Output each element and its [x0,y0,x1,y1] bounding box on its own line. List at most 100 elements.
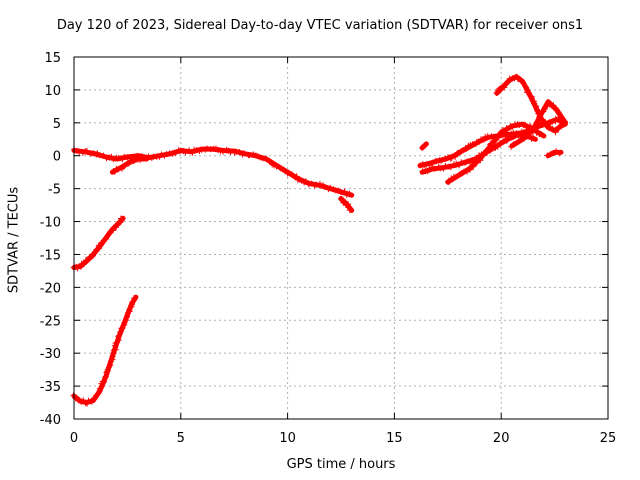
data-point [266,157,273,164]
data-point [90,252,97,259]
data-point [277,165,284,172]
chart-title: Day 120 of 2023, Sidereal Day-to-day VTE… [56,18,584,33]
data-point [343,191,350,198]
series-arc-day-main [71,145,355,198]
y-axis-label: SDTVAR / TECUs [6,186,22,294]
data-point [525,89,532,96]
data-point [74,265,81,272]
data-point [103,155,110,162]
data-point [98,240,105,247]
data-point [346,190,353,197]
data-point [458,159,465,166]
data-point [204,145,211,152]
data-point [553,148,560,155]
data-point [512,140,519,147]
y-tick-label: -25 [40,314,61,329]
ticks: 0 5 10 15 20 25 15 10 5 0 -5 -10 -15 -20 -25 -30 -35 -40 [40,51,617,446]
data-point [513,73,520,80]
data-point [448,154,455,161]
data-point [487,141,494,148]
plot-frame [73,56,609,420]
data-point [486,145,493,151]
data-point [284,170,291,177]
data-point [447,164,454,171]
data-point [172,150,179,157]
data-point [477,155,484,162]
data-point [523,84,530,91]
data-point [112,340,119,347]
data-point [448,175,455,182]
data-point [317,180,323,187]
data-point [419,161,426,168]
series-arc-evening-lower [338,196,355,214]
data-point [534,108,541,114]
data-point [501,84,508,91]
data-point [93,392,100,399]
data-point [549,118,556,125]
data-point [494,143,501,150]
data-point [302,178,309,185]
data-point [220,148,226,155]
series-arc-evening-3 [445,121,547,185]
data-point [519,78,526,85]
data-point [523,134,530,140]
y-tick-label: 15 [44,51,61,66]
data-point [186,147,193,154]
data-point [78,263,84,270]
x-tick-label: 5 [177,431,185,446]
data-point [442,155,448,162]
data-point [163,151,170,158]
data-point [561,118,568,125]
y-tick-label: -30 [40,347,61,362]
data-point [189,149,196,156]
data-point [119,325,126,332]
data-point [346,207,353,214]
data-point [550,102,557,109]
data-point [273,163,280,170]
data-point [558,122,564,128]
data-point [111,342,118,349]
data-point [182,149,189,156]
data-point [101,379,108,385]
data-point [503,125,510,132]
data-point [250,151,257,158]
data-point [276,164,283,171]
data-point [175,147,182,154]
y-tick-label: -15 [40,248,61,263]
data-point [544,152,551,159]
data-point [520,80,527,87]
grid [74,57,608,419]
data-point [532,123,539,130]
data-point [305,181,312,188]
data-point [246,152,253,159]
data-point [555,125,562,132]
data-point [533,103,540,110]
x-tick-label: 20 [493,431,510,446]
data-point [500,138,507,145]
data-point [345,204,352,211]
series-arc-evening-5 [544,148,564,159]
data-point [313,181,320,188]
data-point [556,150,563,157]
data-point [109,353,116,360]
data-point [84,147,90,154]
data-point [115,155,122,162]
x-axis-label: GPS time / hours [286,457,396,472]
data-point [549,125,556,132]
data-point [510,133,517,140]
data-point [429,164,436,171]
data-point [110,227,117,234]
data-point [533,129,540,136]
series-arc-evening-6 [419,141,429,151]
data-point [327,184,334,191]
data-point [321,183,328,190]
data-point [526,123,533,130]
y-tick-label: -10 [40,216,61,231]
data-point [530,134,537,141]
series-arc-low-deep [70,294,139,407]
data-point [452,173,459,180]
data-point [469,141,476,148]
data-point [110,156,117,163]
series-arc-low-mid [70,215,126,272]
